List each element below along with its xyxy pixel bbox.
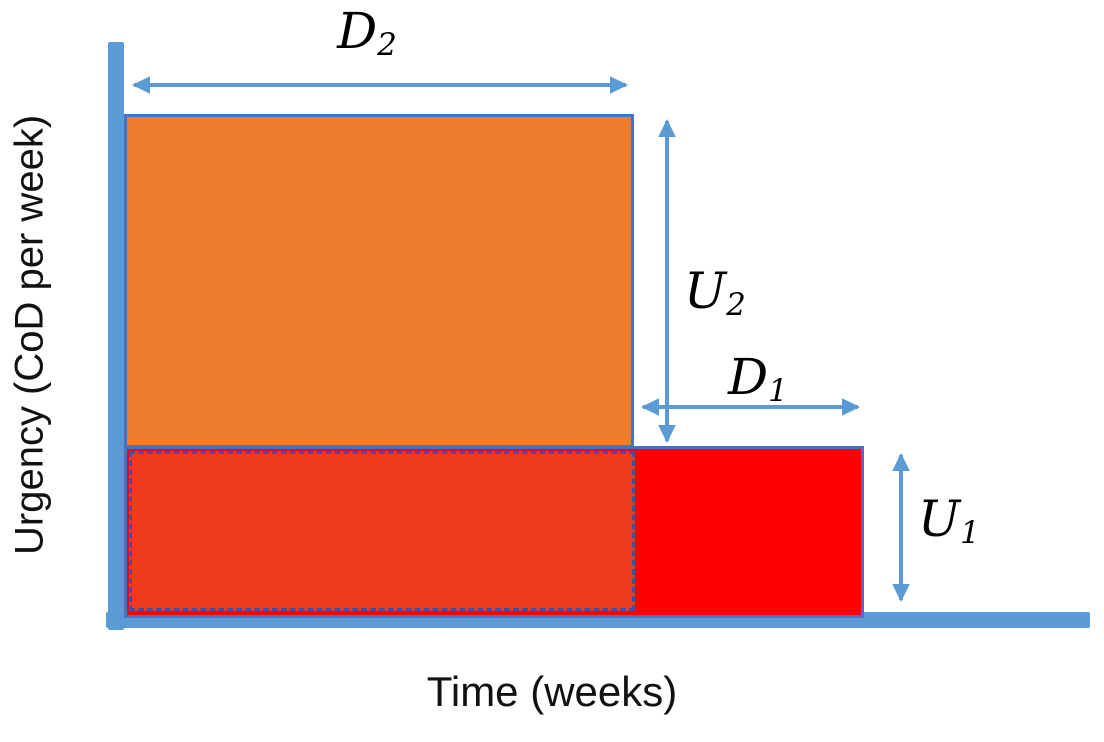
d1-base: D	[728, 348, 769, 406]
u1-base: U	[918, 490, 961, 548]
d1-label: D1	[728, 352, 788, 407]
d2-label: D2	[312, 6, 422, 61]
u2-sub: 2	[726, 286, 746, 323]
u2-label: U2	[684, 266, 746, 321]
overlap-dashed-rect	[129, 451, 635, 611]
u1-sub: 1	[960, 514, 980, 551]
d2-base: D	[337, 2, 378, 60]
x-axis-title: Time (weeks)	[426, 668, 678, 715]
d2-sub: 2	[377, 26, 397, 63]
d1-sub: 1	[768, 372, 788, 409]
urgency2-rect	[124, 114, 634, 448]
y-axis-title: Urgency (CoD per week)	[7, 114, 52, 556]
u2-base: U	[684, 262, 727, 320]
u1-label: U1	[918, 494, 980, 549]
y-axis-line	[108, 42, 124, 630]
